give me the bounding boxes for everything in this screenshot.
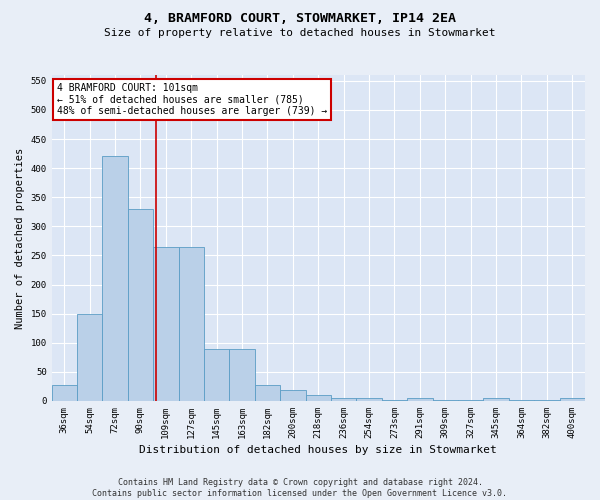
- Bar: [153, 246, 179, 401]
- Bar: [179, 246, 204, 401]
- Bar: [255, 384, 280, 401]
- Bar: [356, 398, 382, 401]
- Bar: [534, 400, 560, 401]
- Y-axis label: Number of detached properties: Number of detached properties: [15, 148, 25, 328]
- Bar: [103, 156, 128, 401]
- Bar: [433, 400, 458, 401]
- Bar: [331, 398, 356, 401]
- Bar: [52, 384, 77, 401]
- Bar: [77, 314, 103, 401]
- Bar: [407, 398, 433, 401]
- Bar: [382, 400, 407, 401]
- X-axis label: Distribution of detached houses by size in Stowmarket: Distribution of detached houses by size …: [139, 445, 497, 455]
- Text: Contains HM Land Registry data © Crown copyright and database right 2024.
Contai: Contains HM Land Registry data © Crown c…: [92, 478, 508, 498]
- Bar: [305, 395, 331, 401]
- Bar: [128, 209, 153, 401]
- Bar: [484, 398, 509, 401]
- Bar: [560, 398, 585, 401]
- Text: 4 BRAMFORD COURT: 101sqm
← 51% of detached houses are smaller (785)
48% of semi-: 4 BRAMFORD COURT: 101sqm ← 51% of detach…: [57, 83, 327, 116]
- Text: Size of property relative to detached houses in Stowmarket: Size of property relative to detached ho…: [104, 28, 496, 38]
- Bar: [509, 400, 534, 401]
- Text: 4, BRAMFORD COURT, STOWMARKET, IP14 2EA: 4, BRAMFORD COURT, STOWMARKET, IP14 2EA: [144, 12, 456, 26]
- Bar: [204, 348, 229, 401]
- Bar: [229, 348, 255, 401]
- Bar: [458, 400, 484, 401]
- Bar: [280, 390, 305, 401]
